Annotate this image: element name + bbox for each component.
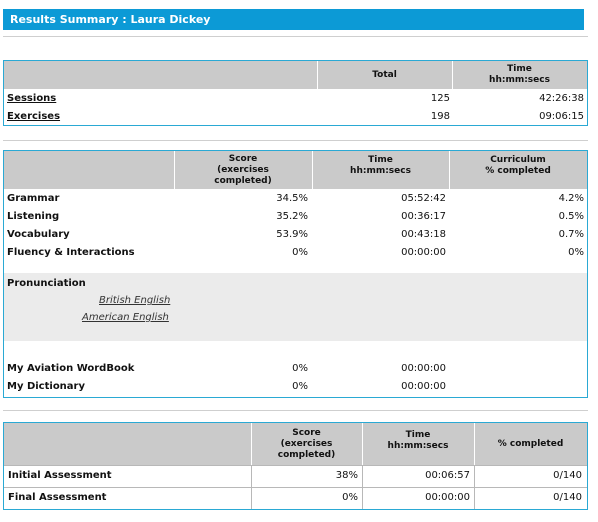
skill-label: Vocabulary	[7, 229, 70, 240]
pronunciation-label: Pronunciation	[7, 278, 86, 289]
assessment-time: 00:06:57	[425, 470, 470, 481]
tool-label: My Aviation WordBook	[7, 363, 135, 374]
british-english-link[interactable]: British English	[99, 295, 171, 306]
american-english-link[interactable]: American English	[82, 312, 169, 323]
skills-table-header: Score (exercises completed) Time hh:mm:s…	[4, 151, 587, 189]
skill-curriculum: 0.7%	[558, 229, 584, 240]
skill-label: Grammar	[7, 193, 60, 204]
assessment-table: Score (exercises completed) Time hh:mm:s…	[3, 422, 588, 510]
skill-label: Fluency & Interactions	[7, 247, 135, 258]
table-row: Sessions 125 42:26:38	[4, 93, 587, 109]
sessions-link[interactable]: Sessions	[7, 93, 57, 104]
assessment-score: 0%	[342, 492, 358, 503]
skill-curriculum: 4.2%	[558, 193, 584, 204]
pronunciation-section: Pronunciation British English American E…	[4, 273, 587, 341]
sessions-time: 42:26:38	[539, 93, 584, 104]
col-curriculum: Curriculum % completed	[485, 155, 551, 176]
table-row: Final Assessment 0% 00:00:00 0/140	[4, 492, 587, 508]
tool-label: My Dictionary	[7, 381, 86, 392]
skill-time: 00:00:00	[401, 247, 446, 258]
assessment-time: 00:00:00	[425, 492, 470, 503]
skill-curriculum: 0%	[568, 247, 584, 258]
skill-score: 35.2%	[276, 211, 308, 222]
col-time: Time hh:mm:secs	[387, 430, 449, 451]
divider	[3, 410, 588, 411]
table-row: Listening 35.2% 00:36:17 0.5%	[4, 211, 587, 227]
exercises-link[interactable]: Exercises	[7, 111, 61, 122]
table-row: Initial Assessment 38% 00:06:57 0/140	[4, 470, 587, 486]
skill-curriculum: 0.5%	[558, 211, 584, 222]
summary-table: Total Time hh:mm:secs Sessions 125 42:26…	[3, 60, 588, 126]
exercises-total: 198	[430, 111, 450, 122]
skill-time: 05:52:42	[401, 193, 446, 204]
col-score: Score (exercises completed)	[277, 427, 336, 460]
assessment-label: Initial Assessment	[8, 470, 112, 481]
skill-score: 34.5%	[276, 193, 308, 204]
tool-time: 00:00:00	[401, 363, 446, 374]
tool-score: 0%	[292, 363, 308, 374]
col-time: Time hh:mm:secs	[350, 155, 411, 176]
skill-score: 53.9%	[276, 229, 308, 240]
skill-label: Listening	[7, 211, 60, 222]
col-total: Total	[372, 69, 397, 80]
skill-time: 00:36:17	[401, 211, 446, 222]
results-summary-header: Results Summary : Laura Dickey	[3, 9, 584, 30]
divider	[3, 140, 588, 141]
col-score: Score (exercises completed)	[214, 153, 272, 186]
table-row: Vocabulary 53.9% 00:43:18 0.7%	[4, 229, 587, 245]
table-row: Exercises 198 09:06:15	[4, 111, 587, 127]
col-completed: % completed	[497, 438, 564, 449]
skills-table: Score (exercises completed) Time hh:mm:s…	[3, 150, 588, 398]
skill-time: 00:43:18	[401, 229, 446, 240]
table-row: Grammar 34.5% 05:52:42 4.2%	[4, 193, 587, 209]
tool-score: 0%	[292, 381, 308, 392]
page-title: Results Summary : Laura Dickey	[10, 13, 211, 26]
assessment-table-header: Score (exercises completed) Time hh:mm:s…	[4, 423, 587, 465]
table-row: My Aviation WordBook 0% 00:00:00	[4, 363, 587, 379]
assessment-completed: 0/140	[553, 492, 582, 503]
assessment-completed: 0/140	[553, 470, 582, 481]
col-time: Time hh:mm:secs	[489, 64, 550, 85]
assessment-score: 38%	[335, 470, 358, 481]
skill-score: 0%	[292, 247, 308, 258]
assessment-label: Final Assessment	[8, 492, 107, 503]
divider	[3, 36, 588, 37]
table-row: Fluency & Interactions 0% 00:00:00 0%	[4, 247, 587, 263]
table-row: My Dictionary 0% 00:00:00	[4, 381, 587, 397]
sessions-total: 125	[430, 93, 450, 104]
summary-table-header: Total Time hh:mm:secs	[4, 61, 587, 89]
tool-time: 00:00:00	[401, 381, 446, 392]
exercises-time: 09:06:15	[539, 111, 584, 122]
